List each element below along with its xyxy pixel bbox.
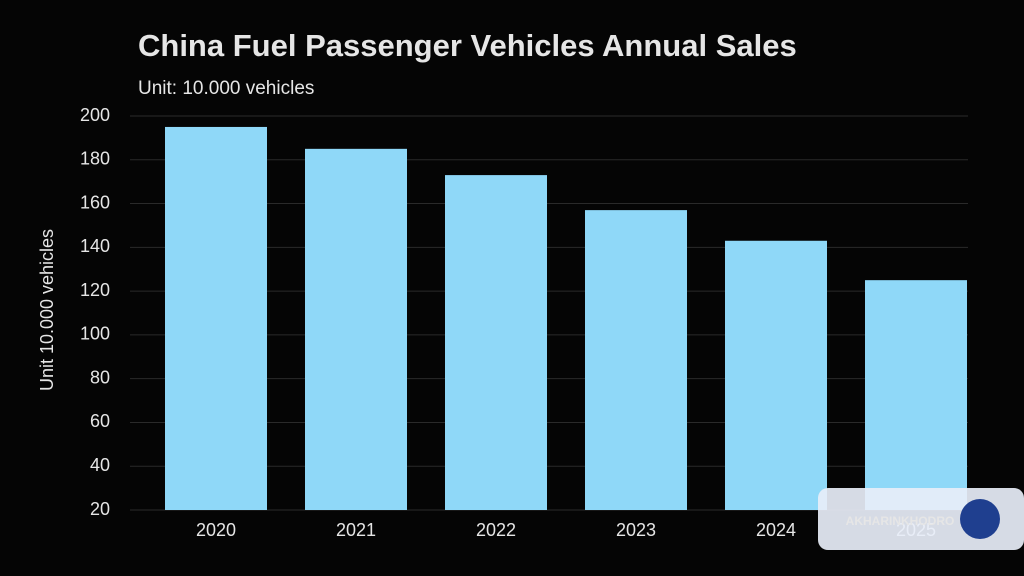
bar <box>305 148 407 511</box>
y-tick-label: 20 <box>90 499 110 519</box>
bar <box>445 175 547 510</box>
watermark-text: AKHARINKHODRO <box>846 514 955 528</box>
watermark: AKHARINKHODRO <box>818 488 1024 550</box>
x-tick-label: 2020 <box>196 520 236 540</box>
x-tick-label: 2024 <box>756 520 796 540</box>
chart-subtitle: Unit: 10.000 vehicles <box>138 78 314 99</box>
bar <box>585 210 687 510</box>
y-tick-label: 120 <box>80 280 110 300</box>
watermark-logo <box>960 499 1000 539</box>
bar <box>165 126 267 510</box>
y-tick-label: 140 <box>80 236 110 256</box>
x-tick-label: 2022 <box>476 520 516 540</box>
y-axis-label: Unit 10.000 vehicles <box>37 229 57 391</box>
y-tick-label: 100 <box>80 324 110 344</box>
bar <box>865 280 967 510</box>
y-tick-label: 40 <box>90 455 110 475</box>
y-tick-label: 200 <box>80 105 110 125</box>
x-tick-label: 2023 <box>616 520 656 540</box>
y-tick-label: 180 <box>80 149 110 169</box>
bar <box>725 240 827 510</box>
y-tick-label: 160 <box>80 192 110 212</box>
x-tick-label: 2021 <box>336 520 376 540</box>
chart-title: China Fuel Passenger Vehicles Annual Sal… <box>138 28 797 63</box>
y-tick-label: 60 <box>90 411 110 431</box>
y-tick-label: 80 <box>90 367 110 387</box>
